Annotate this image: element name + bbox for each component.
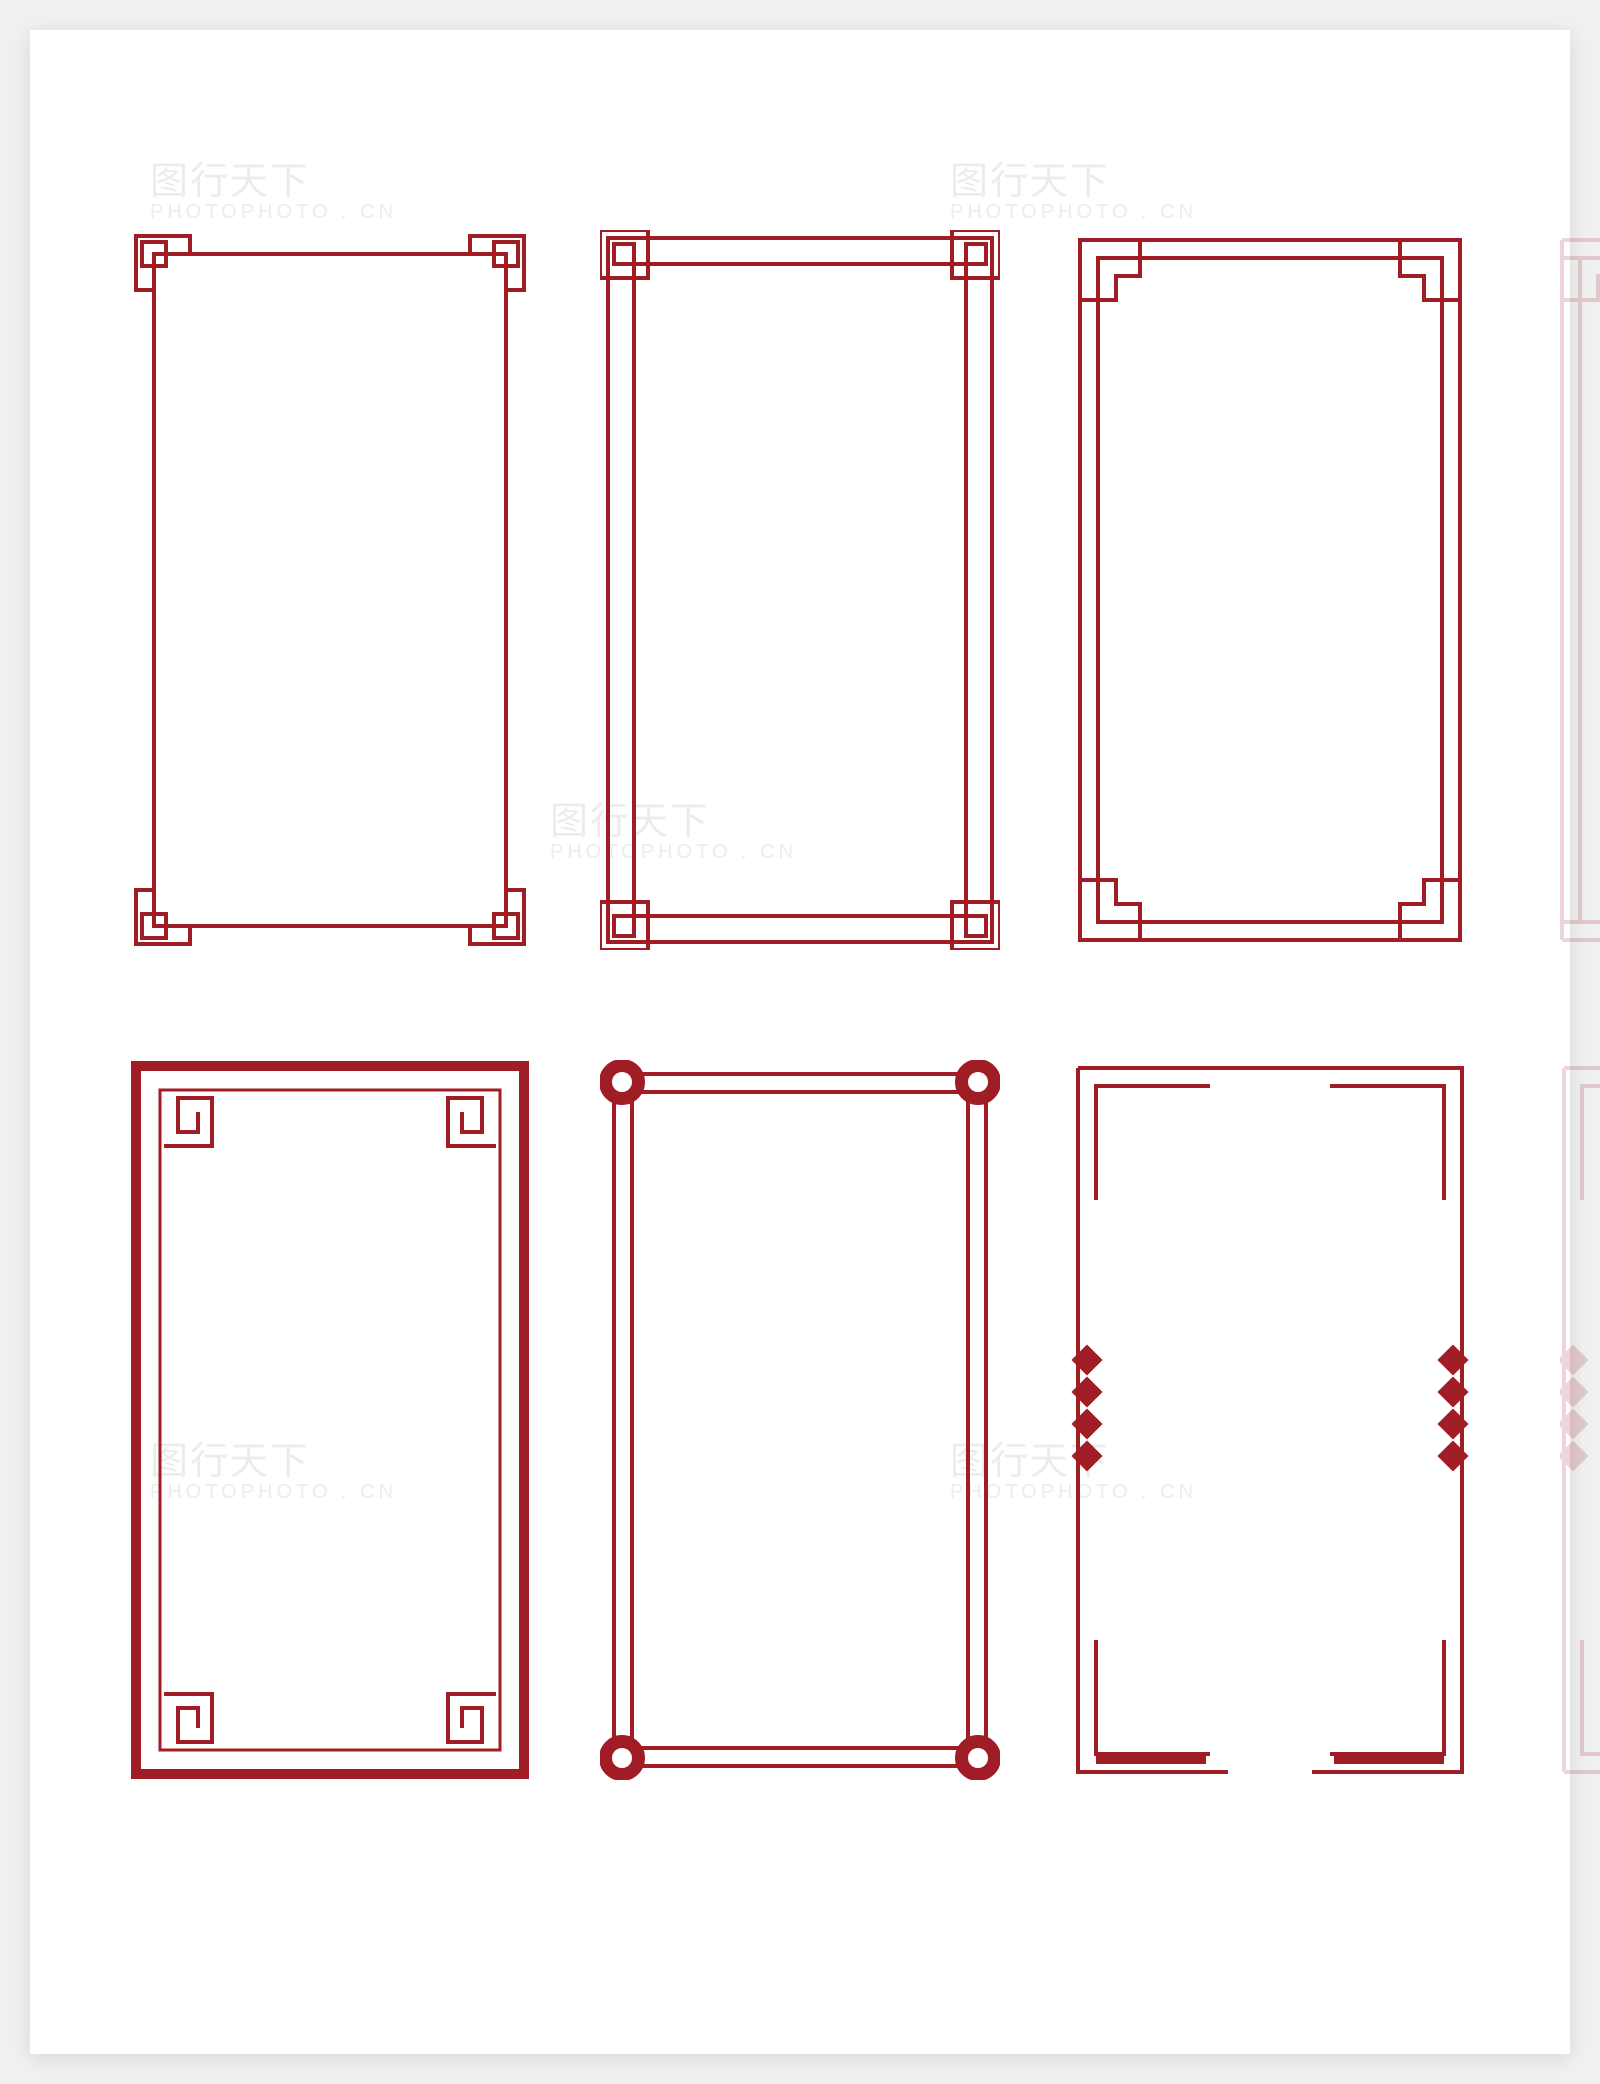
ghost-frame-top [1560, 230, 1600, 950]
frame-6 [1070, 1060, 1470, 1780]
canvas-sheet: 图行天下PHOTOPHOTO . CN 图行天下PHOTOPHOTO . CN … [30, 30, 1570, 2054]
frame-1 [130, 230, 530, 950]
watermark: 图行天下PHOTOPHOTO . CN [150, 150, 397, 224]
frame-2 [600, 230, 1000, 950]
frame-3 [1070, 230, 1470, 950]
watermark: 图行天下PHOTOPHOTO . CN [950, 150, 1197, 224]
frames-grid [130, 230, 1470, 1780]
frame-5 [600, 1060, 1000, 1780]
ghost-frame-bottom [1560, 1060, 1600, 1780]
frame-4 [130, 1060, 530, 1780]
